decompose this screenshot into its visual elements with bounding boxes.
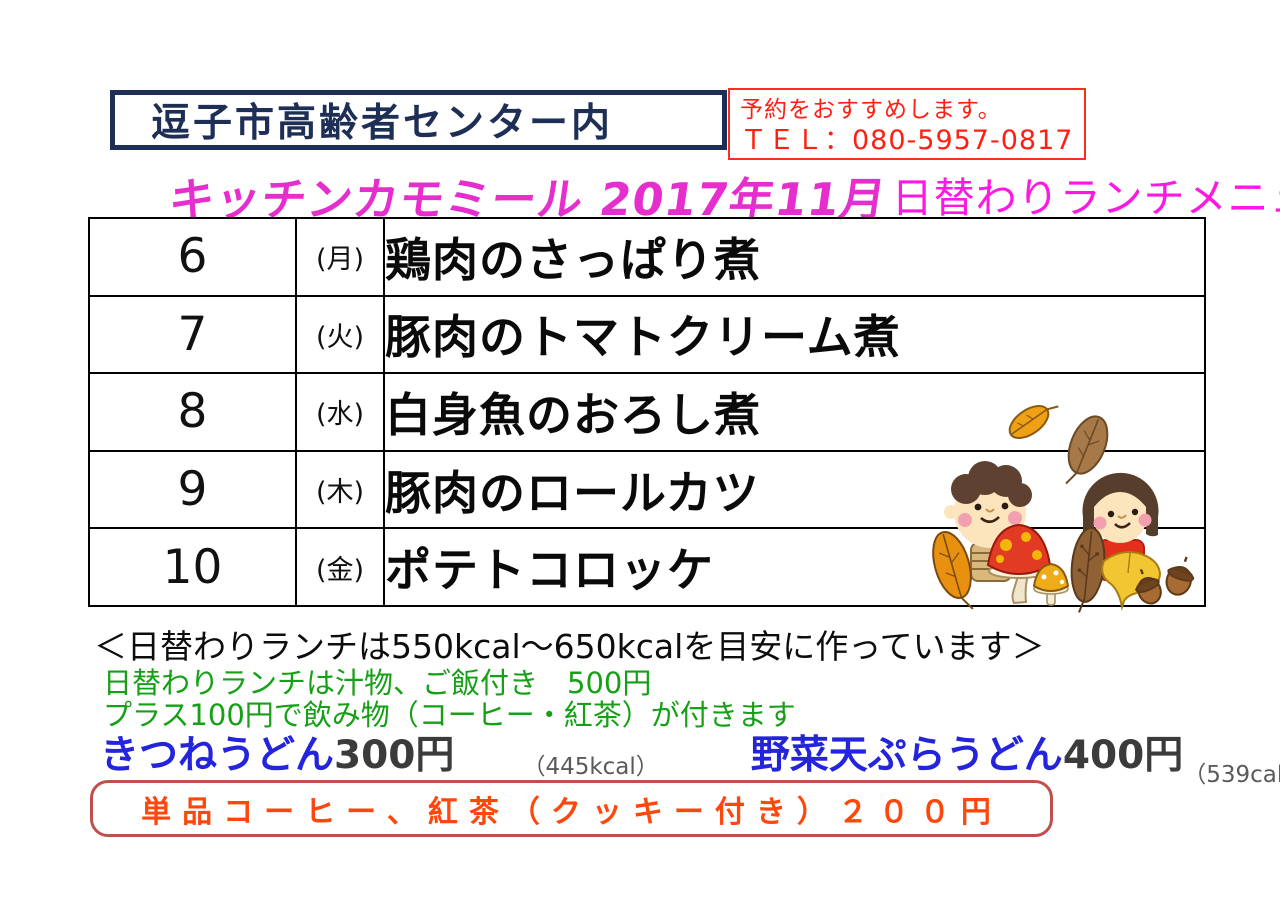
dish-cell: 鶏肉のさっぱり煮 <box>383 217 1206 297</box>
date-cell: 9 <box>88 449 297 530</box>
dish-cell: ポテトコロッケ <box>383 527 1206 607</box>
day-cell: (火) <box>295 294 385 375</box>
day-cell: (木) <box>295 449 385 530</box>
autumn-leaf-icon <box>1065 415 1109 485</box>
udon-item-name: きつねうどん <box>100 733 335 778</box>
coffee-price-text: 単品コーヒー、紅茶（クッキー付き）２００円 <box>141 794 1002 830</box>
udon-price-line: きつねうどん300円 （445kcal） 野菜天ぷらうどん400円（539cal） <box>100 724 1280 788</box>
daily-lunch-table: 6 (月) 鶏肉のさっぱり煮 7 (火) 豚肉のトマトクリーム煮 8 (水) 白… <box>88 217 1206 607</box>
reservation-box: 予約をおすすめします。 ＴＥＬ：080-5957-0817 <box>728 88 1086 160</box>
fly-agaric-mushroom-icon <box>986 523 1052 605</box>
small-mushroom-icon <box>1032 562 1070 606</box>
calorie-note: ＜日替わりランチは550kcal～650kcalを目安に作っています＞ <box>94 627 1045 666</box>
autumn-leaf-icon <box>1070 527 1106 613</box>
reservation-note: 予約をおすすめします。 <box>740 97 1002 123</box>
coffee-price-box: 単品コーヒー、紅茶（クッキー付き）２００円 <box>90 780 1053 837</box>
dish-cell: 豚肉のトマトクリーム煮 <box>383 294 1206 375</box>
udon-item-kcal: （539cal） <box>1183 762 1280 788</box>
table-row: 10 (金) ポテトコロッケ <box>88 527 1206 607</box>
udon-item-kcal: （445kcal） <box>522 754 659 780</box>
table-row: 6 (月) 鶏肉のさっぱり煮 <box>88 217 1206 297</box>
dish-cell: 豚肉のロールカツ <box>383 449 1206 530</box>
date-cell: 10 <box>88 527 297 607</box>
acorn-icon <box>1165 556 1195 596</box>
autumn-kids-illustration <box>932 405 1195 613</box>
day-cell: (水) <box>295 372 385 452</box>
day-cell: (金) <box>295 527 385 607</box>
location-box: 逗子市高齢者センター内 <box>110 90 727 150</box>
title-menu-suffix: 日替わりランチメニュー <box>891 174 1280 222</box>
udon-item-price: 400円 <box>1062 733 1184 778</box>
acorn-icon <box>1135 568 1162 605</box>
autumn-leaf-icon <box>1008 405 1059 439</box>
lunch-price-note: 日替わりランチは汁物、ご飯付き 500円 <box>103 666 652 700</box>
udon-item-name: 野菜天ぷらうどん <box>750 733 1063 778</box>
autumn-leaf-icon <box>932 530 974 610</box>
table-row: 9 (木) 豚肉のロールカツ <box>88 449 1206 530</box>
udon-item-price: 300円 <box>334 733 455 778</box>
table-row: 8 (水) 白身魚のおろし煮 <box>88 372 1206 452</box>
table-row: 7 (火) 豚肉のトマトクリーム煮 <box>88 294 1206 375</box>
day-cell: (月) <box>295 217 385 297</box>
date-cell: 6 <box>88 217 297 297</box>
date-cell: 7 <box>88 294 297 375</box>
drink-option-note: プラス100円で飲み物（コーヒー・紅茶）が付きます <box>103 698 796 732</box>
phone-number: ＴＥＬ：080-5957-0817 <box>740 125 1074 156</box>
date-cell: 8 <box>88 372 297 452</box>
dish-cell: 白身魚のおろし煮 <box>383 372 1206 452</box>
location-name: 逗子市高齢者センター内 <box>151 101 614 146</box>
page-title: キッチンカモミール 2017年11月 日替わりランチメニュー <box>166 163 1280 228</box>
